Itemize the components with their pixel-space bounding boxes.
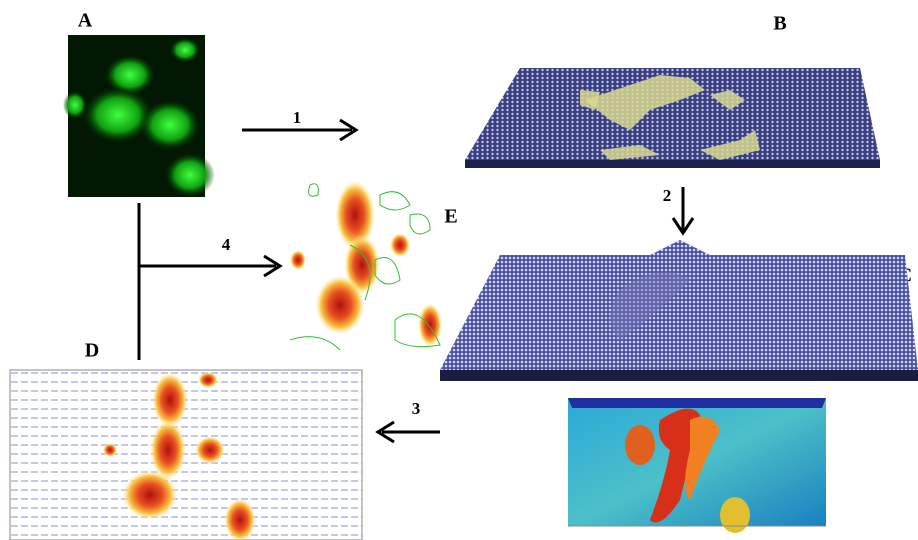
arrow-label: 3 (412, 399, 421, 418)
vector-field (10, 370, 362, 540)
panel-label: B (773, 13, 786, 35)
particle-slab (465, 68, 880, 168)
panel-label: A (78, 10, 93, 32)
arrow-label: 1 (293, 108, 302, 127)
surface-plot (568, 398, 826, 533)
panel-label: D (85, 340, 99, 362)
particle-slab (440, 240, 918, 381)
heat-map (290, 180, 442, 350)
figure: A 1 B 2 C 3 (0, 0, 918, 540)
micrograph (63, 35, 215, 197)
arrow-label: 4 (222, 235, 231, 254)
arrow-label: 2 (663, 186, 672, 205)
panel-label: E (444, 206, 457, 228)
